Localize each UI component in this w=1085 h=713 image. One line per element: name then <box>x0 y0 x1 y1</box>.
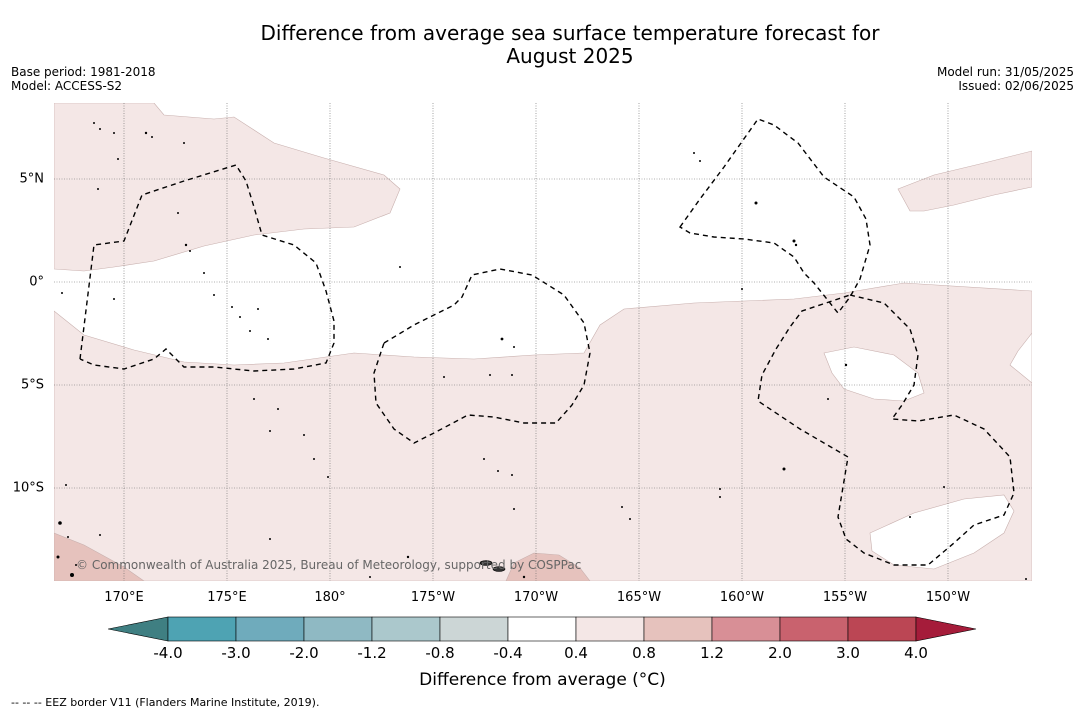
island-group-samoa <box>479 560 506 572</box>
colorbar-extend-low <box>108 616 169 642</box>
colorbar-tick-label: 3.0 <box>836 644 860 662</box>
sst-anomaly-map <box>54 103 1032 581</box>
eez-border-central <box>373 268 591 444</box>
eez-borders <box>79 118 1015 566</box>
anomaly-region-northeast <box>897 150 1032 212</box>
colorbar-tick-label: -0.4 <box>493 644 523 662</box>
anomaly-region-south <box>505 552 591 581</box>
lat-label-0: 0° <box>29 274 44 290</box>
colorbar-segment <box>507 616 577 642</box>
colorbar-segment <box>235 616 305 642</box>
issued-date: Issued: 02/06/2025 <box>958 79 1074 93</box>
colorbar-segment <box>847 616 917 642</box>
lon-label-150w: 150°W <box>925 590 971 605</box>
eez-legend-footnote: -- -- -- EEZ border V11 (Flanders Marine… <box>11 696 320 709</box>
colorbar-segment <box>303 616 373 642</box>
colorbar-segment <box>371 616 441 642</box>
lat-label-10s: 10°S <box>12 480 44 496</box>
colorbar-tick-label: -3.0 <box>221 644 251 662</box>
colorbar-tick-label: -4.0 <box>153 644 183 662</box>
eez-border-west <box>79 164 335 372</box>
eez-border-southeast <box>757 294 1015 566</box>
anomaly-region-southwest <box>54 532 145 581</box>
lon-label-170e: 170°E <box>104 590 144 605</box>
lat-label-5s: 5°S <box>20 377 44 393</box>
colorbar-segment <box>779 616 849 642</box>
lon-label-155w: 155°W <box>822 590 868 605</box>
colorbar-extend-high <box>915 616 977 642</box>
colorbar-segment <box>575 616 645 642</box>
colorbar-tick-label: 0.4 <box>564 644 588 662</box>
map-title: Difference from average sea surface temp… <box>0 22 1085 68</box>
colorbar-segment <box>439 616 509 642</box>
lon-label-165w: 165°W <box>616 590 662 605</box>
model-name: Model: ACCESS-S2 <box>11 79 123 93</box>
lon-label-160w: 160°W <box>719 590 765 605</box>
colorbar-tick-label: -1.2 <box>357 644 387 662</box>
colorbar-segment <box>711 616 781 642</box>
lon-label-170w: 170°W <box>513 590 559 605</box>
colorbar-tick-label: 4.0 <box>904 644 928 662</box>
colorbar-segment <box>643 616 713 642</box>
colorbar-tick-label: -0.8 <box>425 644 455 662</box>
lon-label-180: 180° <box>314 590 346 605</box>
neutral-region-southeast <box>869 494 1015 570</box>
map-title-line1: Difference from average sea surface temp… <box>260 21 880 45</box>
colorbar-tick-label: -2.0 <box>289 644 319 662</box>
colorbar-label: Difference from average (°C) <box>419 670 666 690</box>
eez-border-east <box>678 118 871 315</box>
neutral-region-east-edge <box>1009 332 1032 384</box>
colorbar-tick-label: 1.2 <box>700 644 724 662</box>
copyright-notice: © Commonwealth of Australia 2025, Bureau… <box>76 558 582 572</box>
lon-label-175e: 175°E <box>207 590 247 605</box>
colorbar <box>108 616 977 642</box>
anomaly-region-north <box>54 103 401 272</box>
colorbar-segment <box>167 616 237 642</box>
anomaly-region-main <box>54 282 1032 581</box>
map-title-line2: August 2025 <box>506 44 634 68</box>
colorbar-tick-label: 0.8 <box>632 644 656 662</box>
meta-right: Model run: 31/05/2025 Issued: 02/06/2025 <box>937 65 1074 93</box>
neutral-region-east <box>823 346 925 402</box>
lat-label-5n: 5°N <box>19 171 45 187</box>
gridlines <box>54 103 1032 581</box>
lon-label-175w: 175°W <box>410 590 456 605</box>
colorbar-tick-label: 2.0 <box>768 644 792 662</box>
model-run: Model run: 31/05/2025 <box>936 65 1074 79</box>
base-period: Base period: 1981-2018 <box>11 65 156 79</box>
islands <box>56 122 1027 580</box>
meta-left: Base period: 1981-2018 Model: ACCESS-S2 <box>11 65 156 93</box>
